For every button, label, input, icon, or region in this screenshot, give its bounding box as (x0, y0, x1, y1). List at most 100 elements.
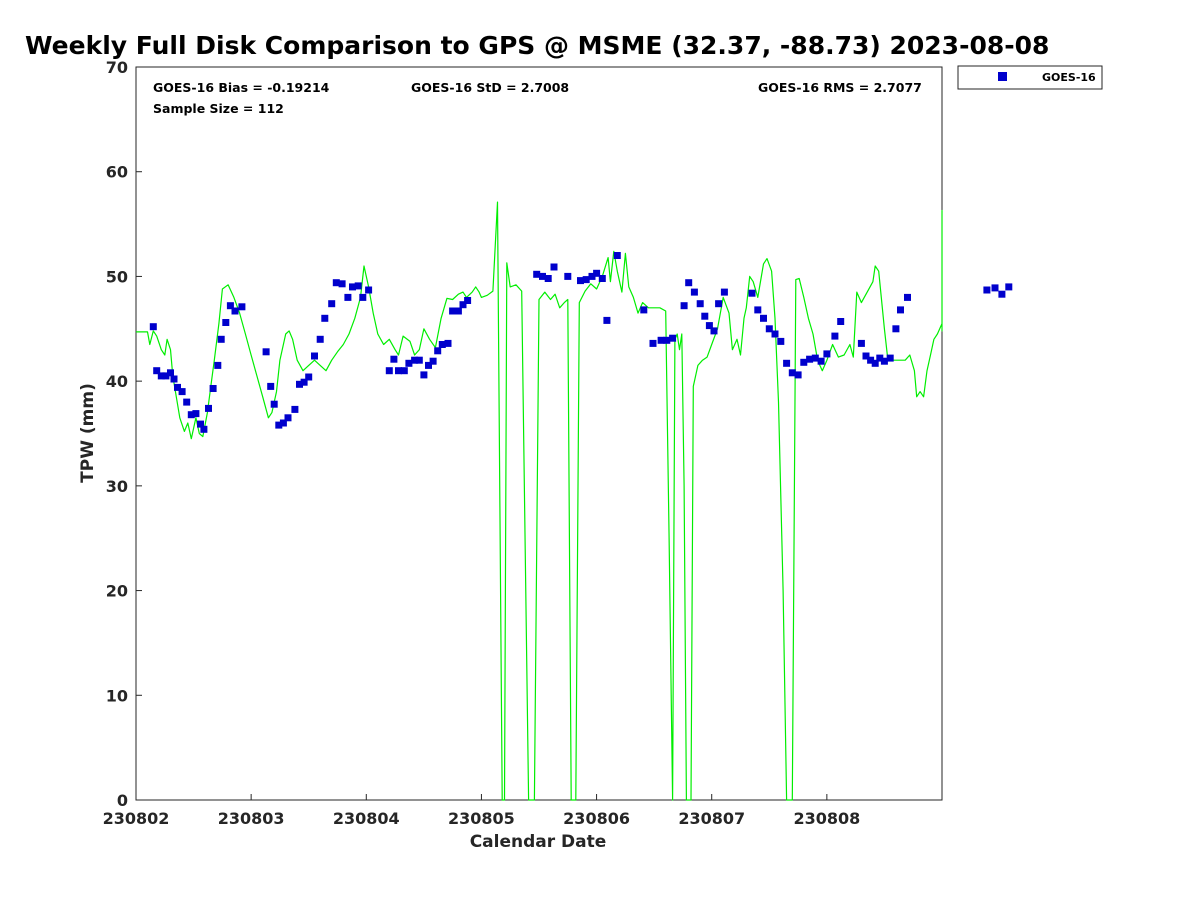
y-tick-label: 70 (106, 58, 128, 77)
goes-16-point (385, 367, 393, 375)
goes-16-point (897, 306, 904, 314)
goes-16-point (598, 275, 606, 282)
goes-16-point (823, 350, 831, 358)
goes-16-point (217, 335, 225, 343)
x-tick-label: 230808 (793, 809, 860, 828)
goes-16-point (296, 380, 303, 388)
goes-16-point (550, 263, 558, 271)
goes-16-point (685, 279, 693, 287)
goes-16-point (817, 357, 825, 365)
goes-16-point (153, 367, 161, 375)
goes-16-point (831, 332, 839, 340)
goes-16-point (613, 252, 621, 259)
x-tick-label: 230802 (103, 809, 170, 828)
goes-16-point (405, 359, 413, 367)
goes-16-point (170, 375, 178, 383)
goes-16-point (705, 322, 713, 330)
goes-16-point (420, 371, 428, 379)
goes-16-point (390, 355, 398, 363)
sample-size-stat: Sample Size = 112 (153, 101, 284, 116)
goes-16-point (197, 420, 204, 428)
std-stat: GOES-16 StD = 2.7008 (411, 80, 569, 95)
goes-16-point (311, 352, 318, 360)
goes-16-point (892, 325, 900, 333)
y-tick-label: 60 (106, 163, 128, 182)
goes-16-point (459, 301, 467, 309)
goes-16-point (344, 293, 352, 301)
goes-16-point (411, 356, 419, 364)
goes-16-point (690, 288, 698, 296)
x-axis-label: Calendar Date (470, 832, 607, 852)
goes-16-point (149, 323, 157, 331)
goes-16-point (998, 290, 1006, 298)
goes-16-point (454, 307, 462, 315)
goes-16-point (871, 359, 879, 367)
goes-16-point (214, 361, 222, 369)
x-tick-label: 230804 (333, 809, 400, 828)
goes-16-point (701, 312, 709, 320)
goes-16-point (415, 356, 423, 364)
goes-16-point (720, 288, 728, 296)
goes-16-point (174, 383, 181, 391)
goes-16-point (710, 327, 718, 335)
goes-16-point (649, 339, 657, 347)
goes-16-point (669, 334, 677, 342)
goes-16-point (328, 300, 336, 308)
goes-16-point (777, 337, 785, 345)
plot-area: 0 10 20 30 40 50 60 70 230802 230803 230804 230805 2… (103, 58, 1013, 828)
goes-16-point (857, 339, 865, 347)
y-tick-label: 30 (106, 477, 128, 496)
goes-16-point (222, 319, 230, 326)
goes-16-point (300, 378, 308, 386)
goes-16-point (640, 306, 648, 314)
goes-16-point (305, 373, 313, 381)
goes-16-point (991, 284, 999, 292)
goes-16-point (275, 421, 283, 429)
goes-16-point (444, 339, 452, 347)
goes-16-point (577, 277, 584, 285)
goes-16-point (209, 385, 217, 392)
goes-16-point (279, 419, 287, 427)
goes-16-point (238, 303, 246, 311)
goes-16-point (794, 371, 802, 379)
legend: GOES-16 (957, 65, 1103, 90)
gps-series (136, 201, 943, 801)
x-tick-label: 230806 (563, 809, 630, 828)
goes-16-point (438, 341, 446, 348)
goes-16-point (205, 404, 212, 412)
goes-16-point (226, 302, 234, 310)
goes-16-point (270, 400, 278, 408)
goes-16-point (284, 414, 292, 422)
goes-16-point (904, 293, 911, 301)
goes-16-point (167, 369, 174, 377)
goes-16-point (748, 289, 756, 297)
goes-16-point (425, 361, 432, 369)
y-tick-label: 10 (106, 686, 128, 705)
y-axis-label: TPW (mm) (78, 383, 98, 483)
goes-16-point (267, 382, 275, 390)
plot-frame (135, 66, 943, 801)
goes-16-point (192, 410, 200, 418)
goes-16-point (395, 367, 402, 375)
goes-16-point (464, 297, 472, 304)
goes-16-point (316, 335, 324, 343)
y-tick-label: 40 (106, 372, 128, 391)
goes-16-series (149, 252, 1013, 433)
goes-16-point (429, 357, 437, 365)
y-tick-label: 0 (117, 791, 128, 810)
goes-16-point (867, 356, 875, 364)
goes-16-point (806, 355, 814, 363)
goes-16-point (862, 352, 870, 360)
goes-16-point (321, 314, 329, 322)
goes-16-point (359, 293, 367, 301)
goes-16-point (663, 336, 671, 344)
goes-16-point (788, 369, 796, 377)
goes-16-point (434, 347, 442, 355)
x-tick-label: 230805 (448, 809, 515, 828)
goes-16-point (880, 357, 888, 365)
goes-16-point (837, 318, 845, 325)
goes-16-point (754, 306, 762, 314)
goes-16-point (588, 272, 596, 280)
y-tick-label: 20 (106, 582, 128, 601)
